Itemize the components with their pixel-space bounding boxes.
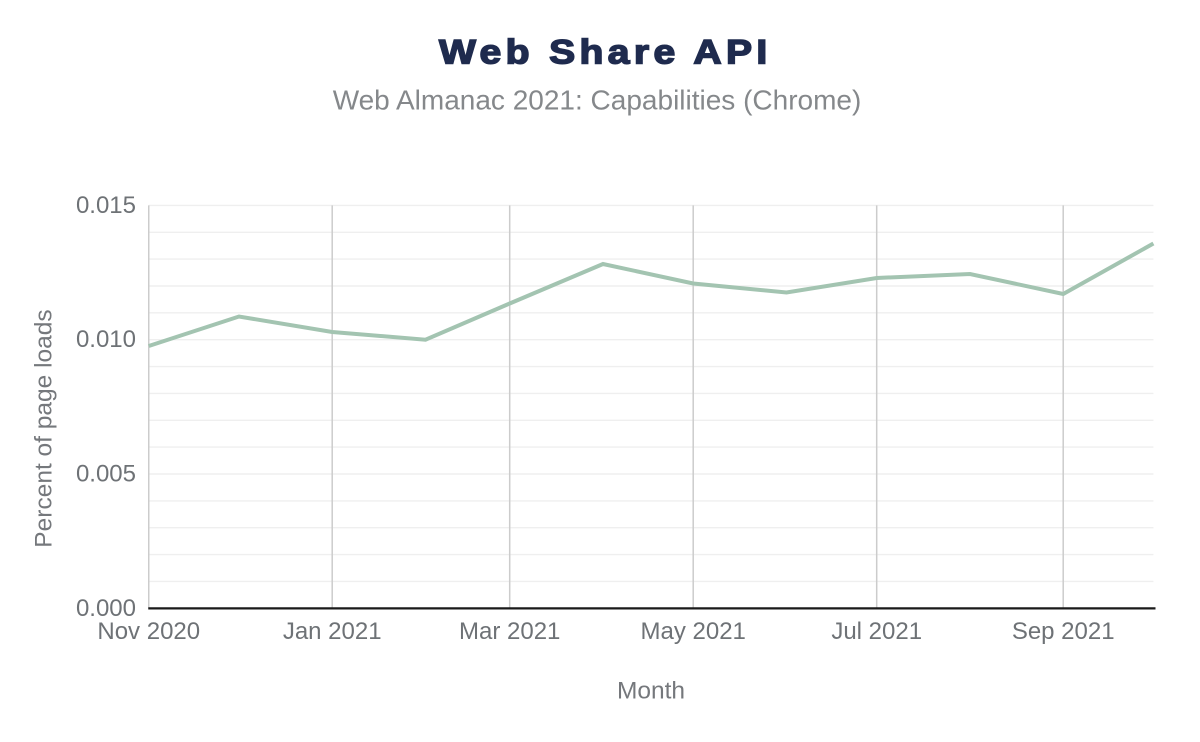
svg-text:Nov 2020: Nov 2020 xyxy=(97,618,200,645)
svg-text:0.005: 0.005 xyxy=(76,461,136,488)
svg-text:Sep 2021: Sep 2021 xyxy=(1012,618,1115,645)
svg-text:Jul 2021: Jul 2021 xyxy=(831,618,922,645)
svg-text:0.010: 0.010 xyxy=(76,326,136,353)
svg-text:Month: Month xyxy=(617,678,685,705)
svg-text:0.000: 0.000 xyxy=(76,595,136,622)
svg-text:Percent of page loads: Percent of page loads xyxy=(31,309,58,547)
svg-text:Mar 2021: Mar 2021 xyxy=(459,618,560,645)
svg-text:May 2021: May 2021 xyxy=(640,618,745,645)
svg-text:0.015: 0.015 xyxy=(76,192,136,219)
svg-text:Jan 2021: Jan 2021 xyxy=(283,618,382,645)
svg-text:Web Almanac 2021: Capabilities: Web Almanac 2021: Capabilities (Chrome) xyxy=(333,84,862,115)
svg-text:Web Share API: Web Share API xyxy=(439,33,772,71)
